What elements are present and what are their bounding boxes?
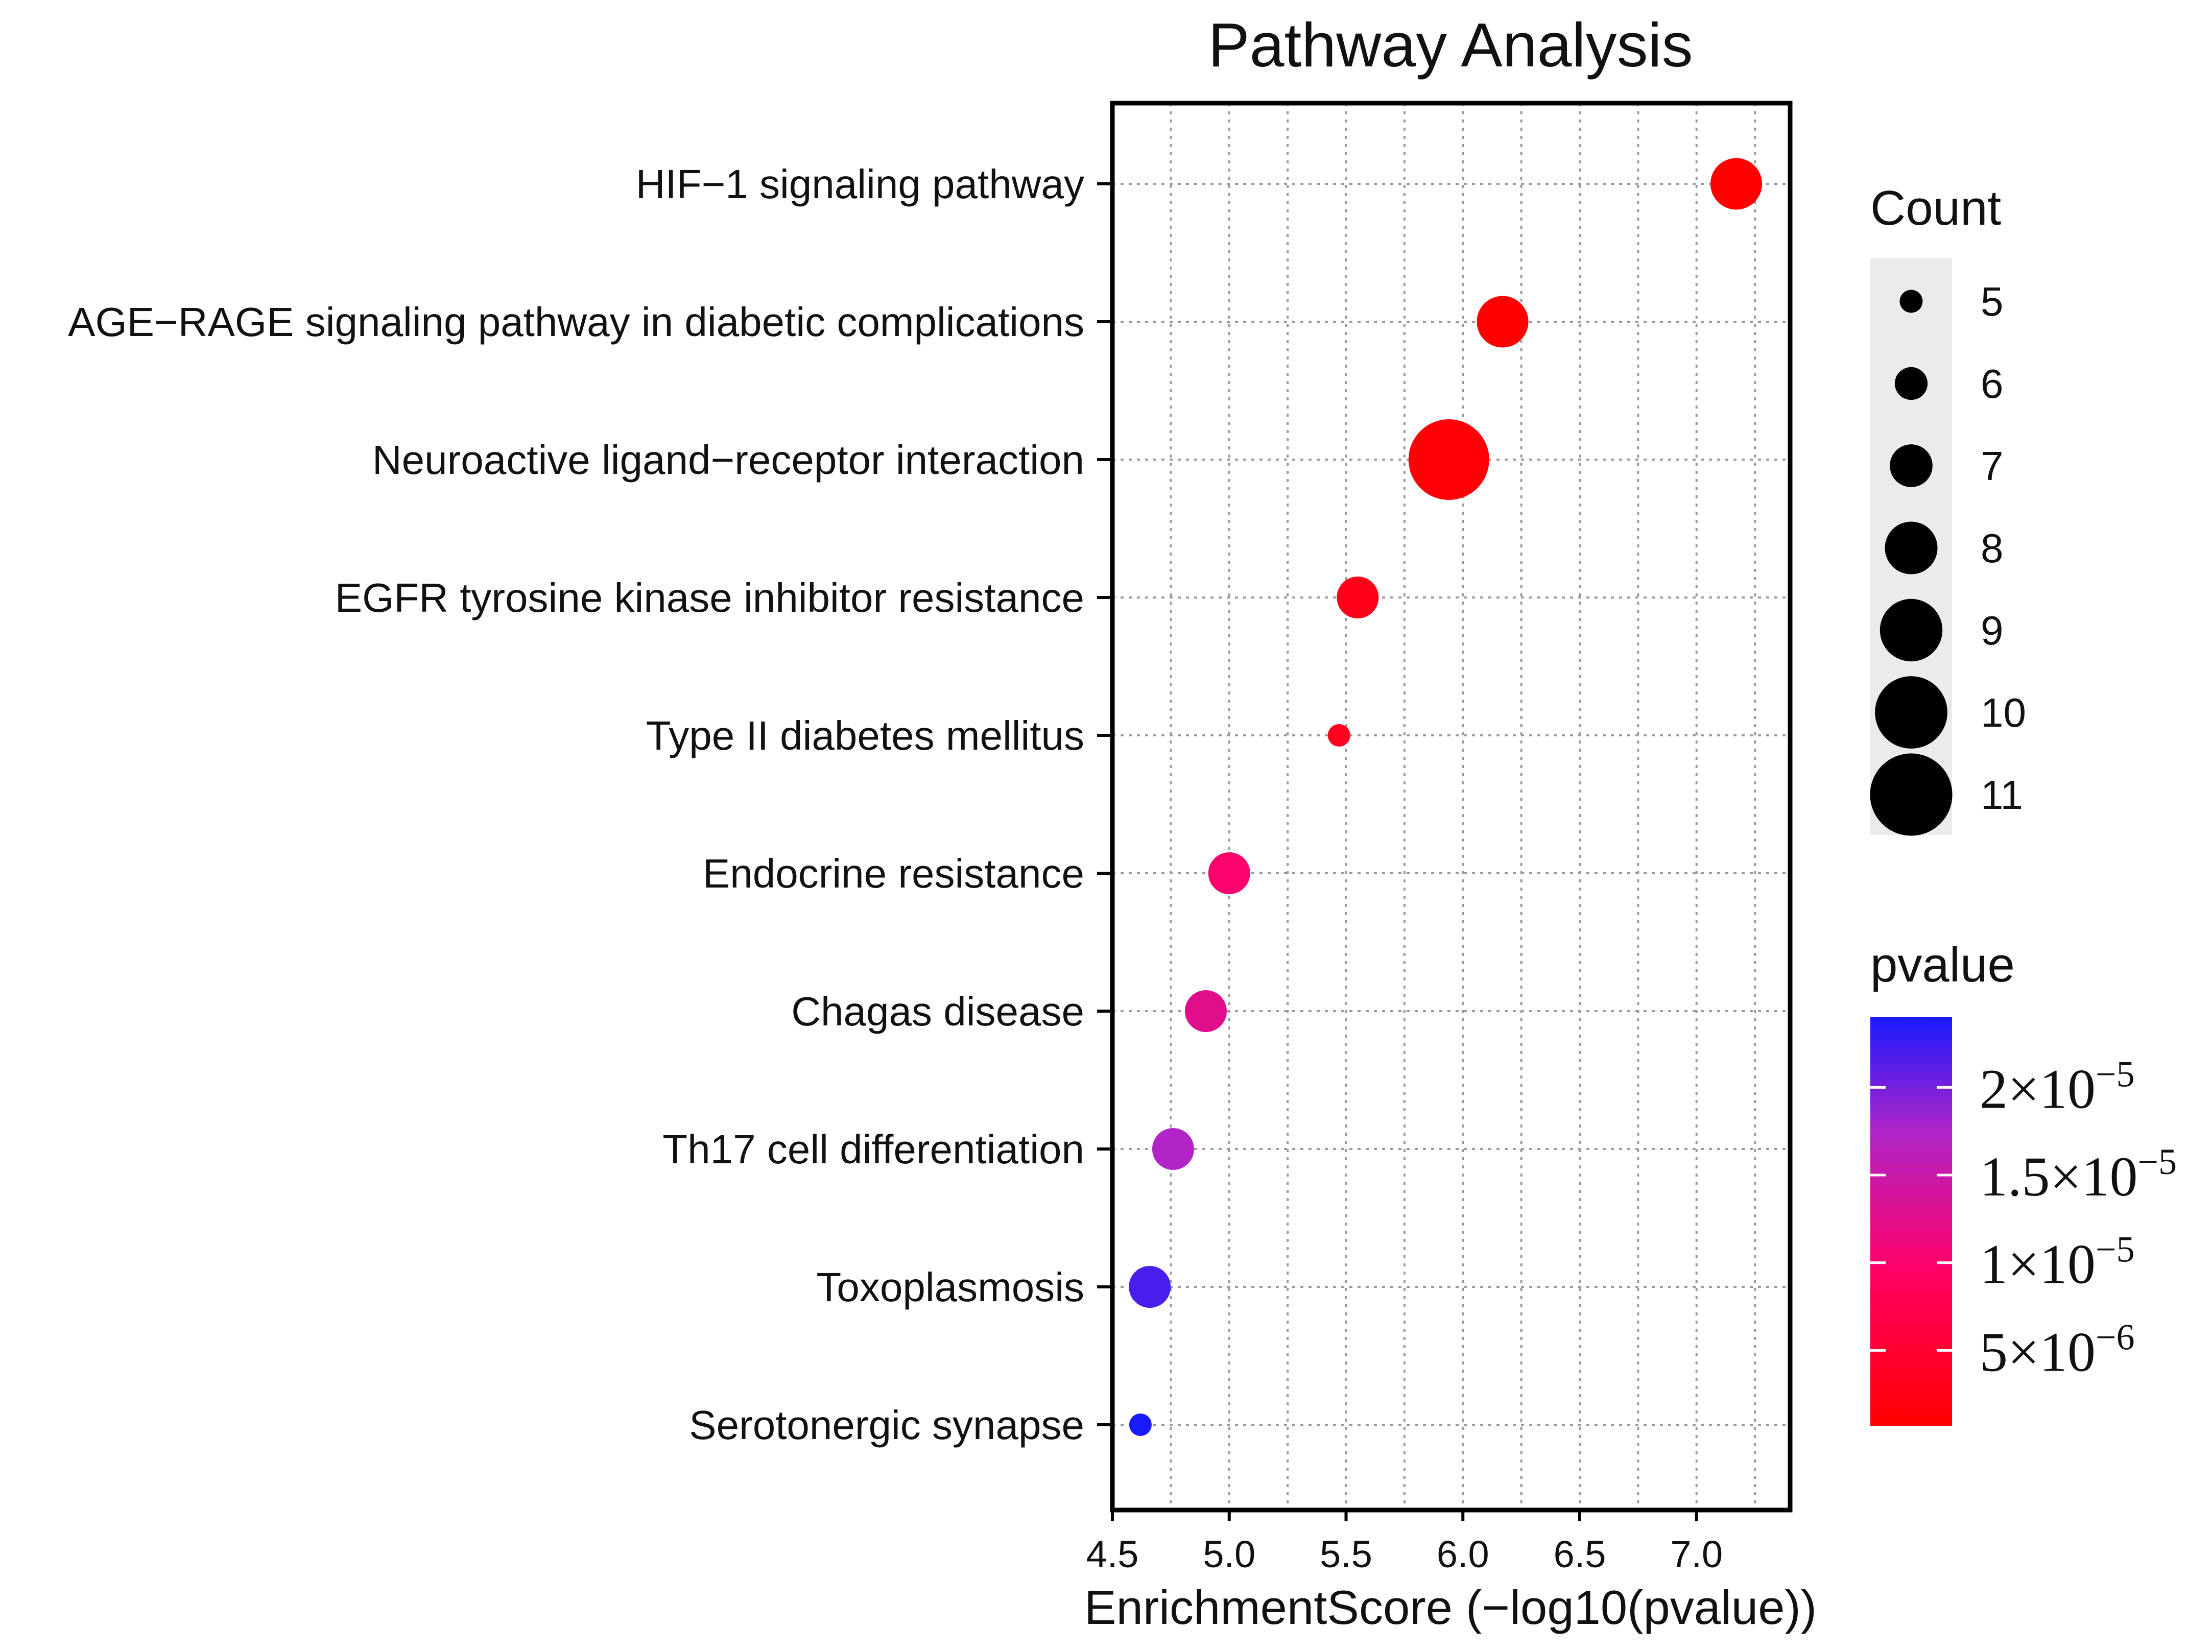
y-tick-label: Serotonergic synapse [689, 1402, 1084, 1448]
plot-panel [1110, 101, 1793, 1513]
y-tick-label: AGE−RAGE signaling pathway in diabetic c… [68, 299, 1084, 345]
count-legend-label: 8 [1981, 525, 2004, 571]
y-tick-label: Neuroactive ligand−receptor interaction [372, 437, 1084, 483]
count-legend-label: 5 [1981, 279, 2004, 324]
x-tick-label: 4.5 [1086, 1533, 1139, 1575]
data-point [1327, 724, 1350, 747]
y-tick-label: Type II diabetes mellitus [646, 713, 1084, 758]
data-points [1129, 158, 1763, 1436]
colorbar-tick-label: 1×10−5 [1980, 1229, 2135, 1296]
data-point [1129, 1414, 1152, 1436]
count-legend-label: 6 [1981, 361, 2004, 406]
colorbar-tick-label: 1.5×10−5 [1980, 1141, 2177, 1208]
x-tick-label: 6.0 [1437, 1533, 1489, 1575]
colorbar-tick-label: 2×10−5 [1980, 1054, 2135, 1120]
x-tick-label: 5.5 [1320, 1533, 1372, 1575]
y-tick-label: EGFR tyrosine kinase inhibitor resistanc… [335, 575, 1084, 620]
data-point [1477, 296, 1529, 348]
y-tick-label: Endocrine resistance [703, 851, 1084, 896]
count-legend-dot [1885, 521, 1938, 574]
x-tick-label: 7.0 [1670, 1533, 1723, 1575]
count-legend-dot [1880, 598, 1943, 662]
y-tick-label: Toxoplasmosis [816, 1264, 1084, 1310]
colorbar-tick-label: 5×10−6 [1980, 1316, 2135, 1383]
count-legend-label: 11 [1981, 772, 2023, 818]
count-legend-dot [1894, 367, 1928, 400]
x-axis-title: EnrichmentScore (−log10(pvalue)) [1084, 1581, 1817, 1634]
y-tick-label: HIF−1 signaling pathway [636, 161, 1084, 207]
count-legend-title: Count [1870, 181, 2001, 235]
plot-border [1110, 101, 1793, 1513]
y-tick-label: Chagas disease [791, 989, 1084, 1034]
vertical-gridlines [1170, 103, 1756, 1510]
count-legend-dot [1875, 676, 1947, 749]
y-tick-label: Th17 cell differentiation [662, 1127, 1084, 1172]
x-tick-label: 6.5 [1554, 1533, 1606, 1575]
data-point [1337, 577, 1379, 618]
horizontal-gridlines [1112, 183, 1790, 1426]
data-point [1129, 1266, 1171, 1308]
count-legend-dot [1899, 290, 1923, 313]
count-legend-dot [1890, 444, 1933, 487]
x-tick-label: 5.0 [1203, 1533, 1255, 1575]
data-point [1408, 419, 1489, 500]
count-legend-dot [1870, 753, 1953, 836]
y-axis-labels: HIF−1 signaling pathway AGE−RAGE signalin… [68, 161, 1112, 1448]
count-legend-label: 7 [1981, 443, 2004, 489]
count-legend-label: 9 [1981, 608, 2004, 653]
count-legend-keys: 5 6 7 8 9 10 11 [1870, 279, 2026, 836]
chart-title: Pathway Analysis [1208, 10, 1693, 80]
count-legend-label: 10 [1981, 690, 2026, 735]
pvalue-legend-title: pvalue [1870, 938, 2015, 992]
data-point [1710, 158, 1763, 210]
data-point [1185, 990, 1227, 1032]
x-axis-ticks: 4.5 5.0 5.5 6.0 6.5 7.0 [1086, 1510, 1723, 1575]
data-point [1152, 1128, 1194, 1170]
pvalue-colorbar [1870, 1017, 1952, 1426]
data-point [1208, 852, 1250, 894]
pvalue-legend-ticks: 5×10−6 1×10−5 1.5×10−5 2×10−5 [1870, 1054, 2177, 1383]
